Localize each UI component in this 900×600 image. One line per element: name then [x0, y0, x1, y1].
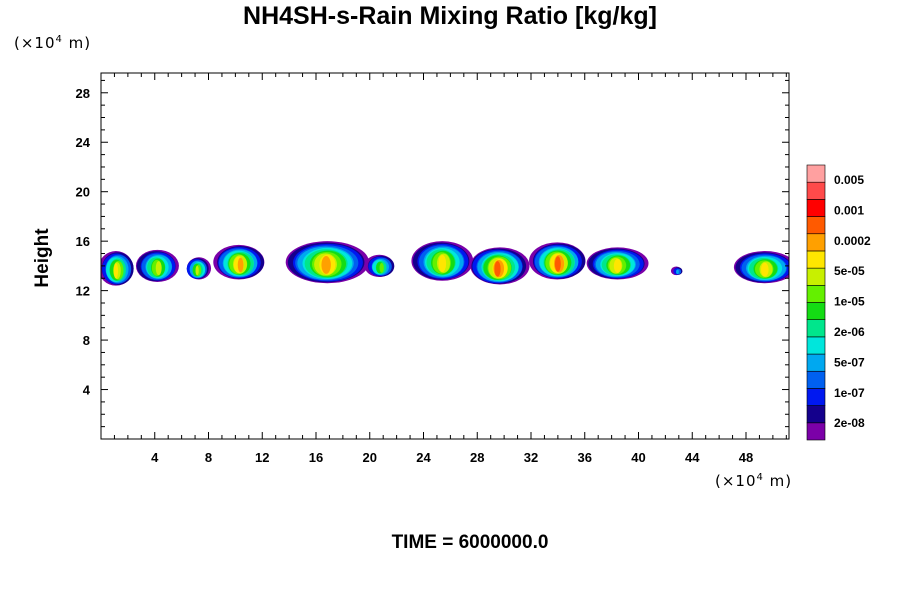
legend-label: 5e-05	[834, 264, 865, 278]
y-tick-label: 12	[76, 284, 90, 299]
plot-frame	[100, 72, 790, 440]
y-axis-unit: (×104 m)	[14, 34, 92, 52]
contour-band	[155, 261, 162, 276]
y-axis: 4 8 12 16 20 24 28	[76, 79, 789, 428]
color-legend: 0.005 0.001 0.0002 5e-05 1e-05 2e-06 5e-07 1e-0…	[806, 164, 871, 441]
legend-label: 1e-07	[834, 386, 865, 400]
time-label: TIME = 6000000.0	[391, 532, 549, 553]
legend-label: 2e-08	[834, 416, 865, 430]
cloud-cluster	[670, 266, 683, 276]
x-tick-label: 36	[578, 450, 592, 465]
legend-swatch	[806, 302, 826, 320]
legend-swatch	[806, 250, 826, 269]
x-tick-label: 24	[416, 450, 431, 465]
legend-label: 5e-07	[834, 355, 865, 369]
contour-band	[438, 254, 447, 272]
x-tick-label: 12	[255, 450, 269, 465]
legend-swatch	[806, 233, 826, 252]
x-tick-label: 40	[631, 450, 645, 465]
legend-swatch	[806, 422, 826, 441]
contour-band	[379, 262, 384, 273]
legend-swatch	[806, 181, 826, 200]
legend-label: 0.0002	[834, 234, 871, 248]
legend-label: 2e-06	[834, 325, 865, 339]
contour-band	[613, 259, 622, 273]
legend-swatch	[806, 353, 826, 372]
cloud-cluster	[186, 257, 212, 280]
y-tick-label: 16	[76, 234, 90, 249]
legend-swatch	[806, 216, 826, 235]
cloud-cluster	[411, 241, 474, 281]
cloud-cluster	[213, 244, 265, 280]
y-tick-label: 28	[76, 86, 90, 101]
legend-swatch	[806, 267, 826, 286]
contour-field	[101, 241, 789, 286]
cloud-cluster	[135, 249, 179, 282]
legend-label: 1e-05	[834, 295, 865, 309]
x-tick-label: 4	[151, 450, 159, 465]
cloud-cluster	[733, 251, 789, 284]
x-axis: 4 8 12 16 20 24 28 32 36 40 44 48	[113, 73, 787, 465]
legend-swatch	[806, 285, 826, 303]
x-tick-label: 20	[363, 450, 377, 465]
cloud-cluster	[364, 254, 395, 278]
contour-band	[554, 256, 561, 272]
y-tick-label: 20	[76, 185, 90, 200]
cloud-cluster	[470, 247, 530, 285]
y-tick-label: 24	[76, 135, 91, 150]
contour-band	[321, 256, 331, 274]
legend-swatch	[806, 405, 826, 424]
contour-band	[494, 261, 501, 277]
x-tick-label: 16	[309, 450, 323, 465]
x-tick-label: 8	[205, 450, 212, 465]
legend-label: 0.001	[834, 203, 864, 217]
legend-swatch	[806, 370, 826, 389]
cloud-cluster	[586, 247, 649, 280]
cloud-cluster	[529, 242, 586, 280]
x-tick-label: 32	[524, 450, 538, 465]
x-tick-label: 44	[685, 450, 700, 465]
legend-swatch	[806, 388, 826, 406]
legend-swatch	[806, 164, 826, 183]
legend-label: 0.005	[834, 173, 864, 187]
contour-band	[676, 269, 679, 275]
legend-swatch	[806, 199, 826, 217]
legend-swatch	[806, 319, 826, 338]
x-axis-unit: (×104 m)	[715, 472, 793, 490]
contour-band	[195, 265, 199, 276]
cloud-cluster	[285, 241, 370, 284]
contour-band	[113, 263, 119, 279]
x-tick-label: 48	[739, 450, 753, 465]
contour-band	[761, 262, 769, 277]
y-tick-label: 8	[83, 333, 90, 348]
cloud-cluster	[101, 251, 134, 286]
contour-band	[237, 257, 244, 273]
x-tick-label: 28	[470, 450, 484, 465]
legend-swatch	[806, 336, 826, 355]
chart-title: NH4SH-s-Rain Mixing Ratio [kg/kg]	[243, 2, 657, 30]
y-tick-label: 4	[83, 383, 91, 398]
